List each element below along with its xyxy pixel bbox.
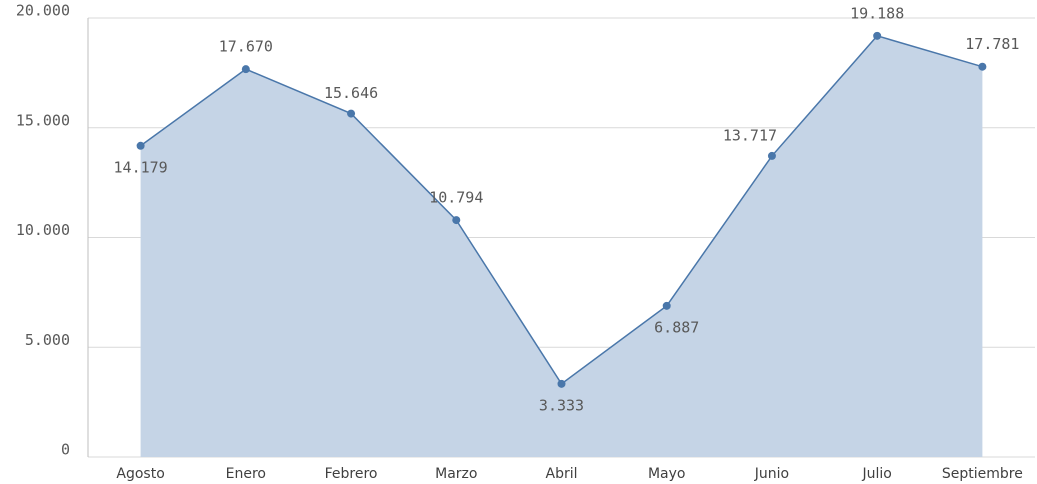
x-tick-label: Febrero <box>325 466 378 482</box>
y-tick-label: 10.000 <box>16 221 70 239</box>
point <box>347 109 356 118</box>
point <box>241 65 250 74</box>
point <box>978 62 987 71</box>
data-label: 13.717 <box>723 126 777 144</box>
x-tick-label: Julio <box>861 466 891 482</box>
data-label: 6.887 <box>654 318 699 336</box>
point <box>557 379 566 388</box>
data-label: 17.670 <box>219 38 273 56</box>
x-tick-label: Marzo <box>435 466 477 482</box>
point <box>662 301 671 310</box>
point <box>767 151 776 160</box>
data-label: 10.794 <box>429 189 483 207</box>
data-label: 3.333 <box>539 396 584 414</box>
data-label: 17.781 <box>965 35 1019 53</box>
area <box>140 35 983 458</box>
y-tick-label: 5.000 <box>25 331 70 349</box>
point <box>452 216 461 225</box>
y-tick-label: 0 <box>61 441 70 459</box>
y-tick-label: 15.000 <box>16 111 70 129</box>
x-tick-label: Enero <box>226 466 266 482</box>
x-tick-label: Septiembre <box>942 466 1023 482</box>
y-tick-label: 20.000 <box>16 2 70 20</box>
x-tick-label: Junio <box>754 466 789 482</box>
x-tick-label: Abril <box>546 466 578 482</box>
point <box>136 141 145 150</box>
point <box>873 31 882 40</box>
data-label: 14.179 <box>114 158 168 176</box>
data-label: 15.646 <box>324 84 378 102</box>
x-tick-label: Agosto <box>116 466 164 482</box>
x-tick-label: Mayo <box>648 466 686 482</box>
data-label: 19.188 <box>850 4 904 22</box>
